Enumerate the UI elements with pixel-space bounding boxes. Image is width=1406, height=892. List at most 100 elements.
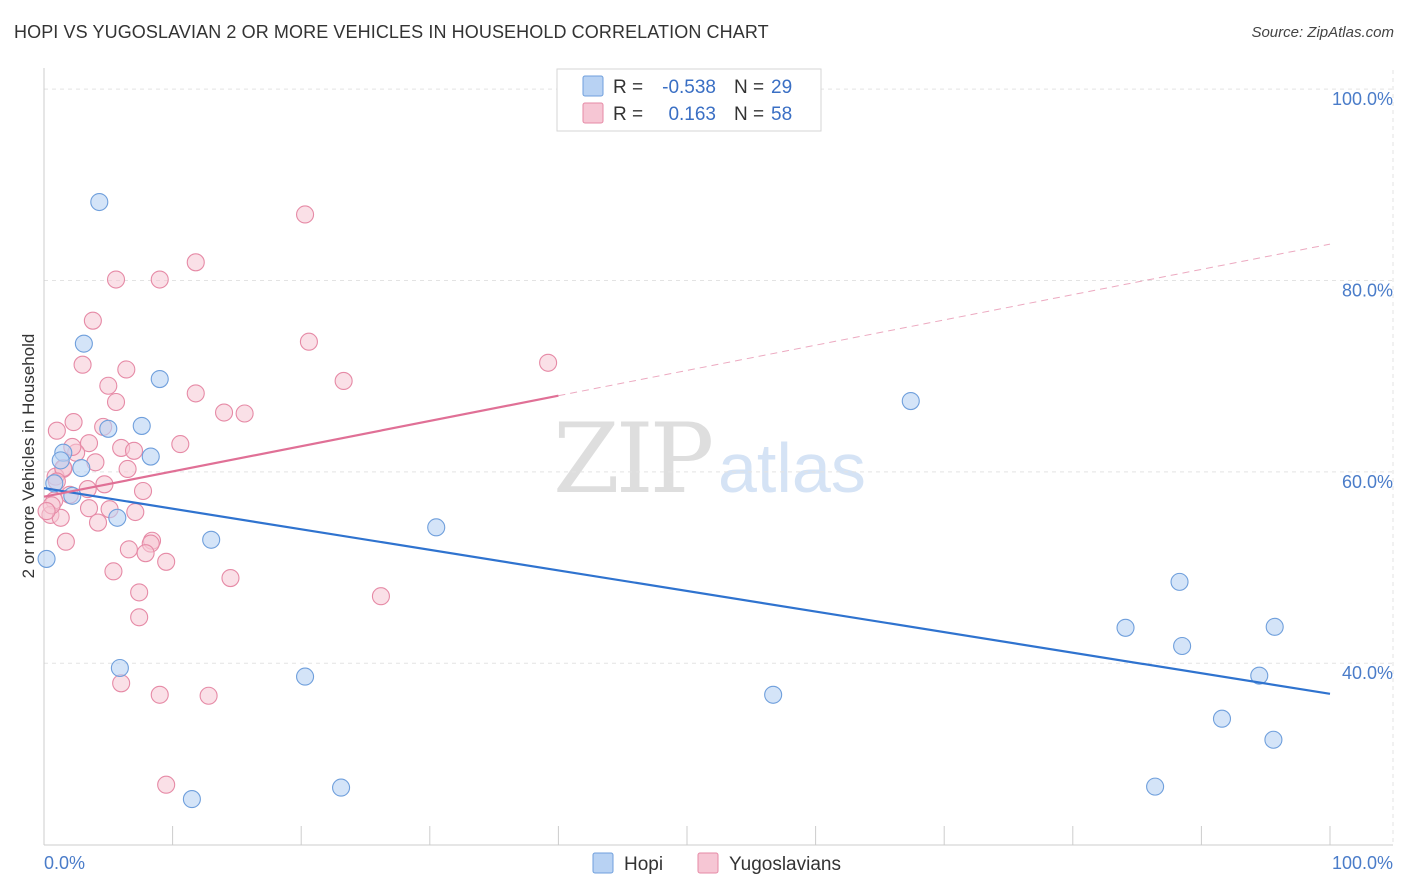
- y-tick-label-3: 40.0%: [1342, 663, 1393, 683]
- x-tick-labels: 0.0% 100.0%: [44, 853, 1393, 873]
- trend-lines: [43, 243, 1331, 695]
- bottom-legend: Hopi Yugoslavians: [592, 852, 841, 875]
- hopi-point-8: [72, 458, 91, 478]
- legend-hopi-n-value: 29: [771, 77, 792, 98]
- yugoslavians-point-2: [106, 270, 126, 289]
- yugoslavians-point-7: [117, 360, 136, 379]
- hopi-point-28: [1146, 777, 1165, 796]
- hopi-point-7: [51, 451, 70, 470]
- hopi-point-15: [110, 658, 129, 678]
- yugoslavians-point-5: [299, 332, 318, 351]
- legend: R = -0.538 N = 29 R = 0.163 N = 58: [556, 68, 822, 132]
- hopi-point-23: [1173, 636, 1192, 656]
- hopi-point-25: [1250, 666, 1269, 685]
- chart-title: HOPI VS YUGOSLAVIAN 2 OR MORE VEHICLES I…: [14, 22, 769, 42]
- yugoslavians-point-21: [124, 441, 144, 460]
- yugoslavians-point-25: [118, 459, 137, 479]
- yugoslavians-point-34: [126, 502, 145, 522]
- yugoslavians-point-48: [130, 608, 149, 627]
- yugoslavians-point-11: [186, 384, 205, 403]
- hopi-point-14: [427, 518, 446, 537]
- hopi-point-6: [141, 447, 160, 466]
- hopi-trend-line: [43, 487, 1331, 695]
- yugoslavians-points: [37, 205, 558, 794]
- hopi-point-1: [74, 334, 93, 353]
- legend-yugo-r-label: R =: [613, 104, 643, 125]
- yugoslavians-point-4: [83, 311, 102, 330]
- yugoslavians-point-47: [371, 587, 390, 606]
- hopi-point-20: [182, 790, 201, 809]
- hopi-point-24: [1265, 617, 1284, 636]
- yugoslavians-trend-extension: [558, 243, 1331, 397]
- yugoslavians-point-3: [150, 270, 169, 289]
- hopi-point-9: [45, 474, 64, 493]
- yugoslavians-point-50: [150, 685, 169, 704]
- hopi-point-2: [150, 369, 169, 389]
- legend-hopi-r-label: R =: [613, 77, 643, 98]
- yugoslavians-point-12: [106, 392, 126, 412]
- yugoslavians-point-43: [157, 552, 176, 571]
- yugoslavians-point-56: [37, 502, 56, 521]
- yugoslavians-point-37: [88, 513, 108, 532]
- yugoslavians-point-18: [79, 434, 99, 453]
- x-tick-label-1: 100.0%: [1332, 853, 1393, 873]
- hopi-point-26: [1212, 709, 1232, 728]
- yugoslavians-point-6: [73, 355, 92, 374]
- chart-source: Source: ZipAtlas.com: [1251, 24, 1394, 41]
- legend-yugo-swatch: [582, 102, 604, 124]
- yugoslavians-point-38: [56, 532, 75, 551]
- hopi-point-11: [108, 508, 127, 527]
- bottom-legend-yugo-label: Yugoslavians: [729, 854, 841, 875]
- x-tick-label-0: 0.0%: [44, 853, 85, 873]
- watermark-atlas: atlas: [718, 429, 866, 507]
- legend-hopi-swatch: [582, 75, 604, 97]
- yugoslavians-point-41: [119, 540, 138, 559]
- yugoslavians-point-49: [112, 674, 131, 693]
- y-axis-label: 2 or more Vehicles in Household: [19, 334, 38, 579]
- hopi-point-21: [1170, 572, 1189, 591]
- legend-yugo-n-label: N =: [734, 104, 764, 125]
- yugoslavians-point-32: [79, 499, 99, 518]
- yugoslavians-point-45: [221, 569, 240, 588]
- bottom-legend-hopi-swatch: [592, 852, 614, 874]
- yugoslavians-point-14: [235, 404, 254, 423]
- yugoslavians-point-10: [99, 376, 118, 395]
- yugoslavians-point-44: [104, 562, 123, 581]
- bottom-legend-hopi-label: Hopi: [624, 854, 663, 875]
- yugoslavians-point-46: [130, 583, 149, 602]
- legend-yugo-r-value: 0.163: [668, 104, 716, 125]
- axes: [43, 68, 1393, 846]
- hopi-point-12: [202, 530, 221, 549]
- legend-yugo-n-value: 58: [771, 104, 792, 125]
- bottom-legend-yugo-swatch: [697, 852, 719, 874]
- yugoslavians-point-19: [171, 435, 190, 454]
- y-tick-label-1: 80.0%: [1342, 280, 1393, 300]
- yugoslavians-point-15: [64, 413, 83, 432]
- yugoslavians-point-9: [334, 371, 353, 391]
- yugoslavians-point-13: [214, 403, 234, 422]
- hopi-point-0: [90, 192, 109, 212]
- yugoslavians-point-0: [296, 205, 315, 224]
- hopi-point-27: [1264, 730, 1283, 749]
- yugoslavians-point-17: [47, 421, 66, 440]
- legend-hopi-r-value: -0.538: [662, 77, 716, 98]
- yugoslavians-point-52: [157, 775, 176, 794]
- y-tick-label-2: 60.0%: [1342, 472, 1393, 492]
- hopi-point-3: [132, 416, 151, 435]
- yugoslavians-point-8: [539, 353, 558, 372]
- hopi-points: [37, 192, 1284, 809]
- watermark-zip: ZIP: [553, 403, 712, 515]
- y-tick-labels: 100.0% 80.0% 60.0% 40.0%: [1332, 89, 1393, 683]
- hopi-point-4: [99, 419, 118, 438]
- hopi-point-18: [764, 685, 783, 704]
- yugoslavians-point-1: [186, 253, 205, 272]
- hopi-point-19: [332, 778, 351, 797]
- yugoslavians-point-42: [136, 544, 155, 563]
- yugoslavians-point-29: [133, 481, 153, 501]
- hopi-point-13: [37, 549, 56, 568]
- legend-hopi-n-label: N =: [734, 77, 764, 98]
- y-tick-label-0: 100.0%: [1332, 89, 1393, 109]
- yugoslavians-point-51: [199, 686, 218, 705]
- yugoslavians-trend-line: [43, 394, 559, 498]
